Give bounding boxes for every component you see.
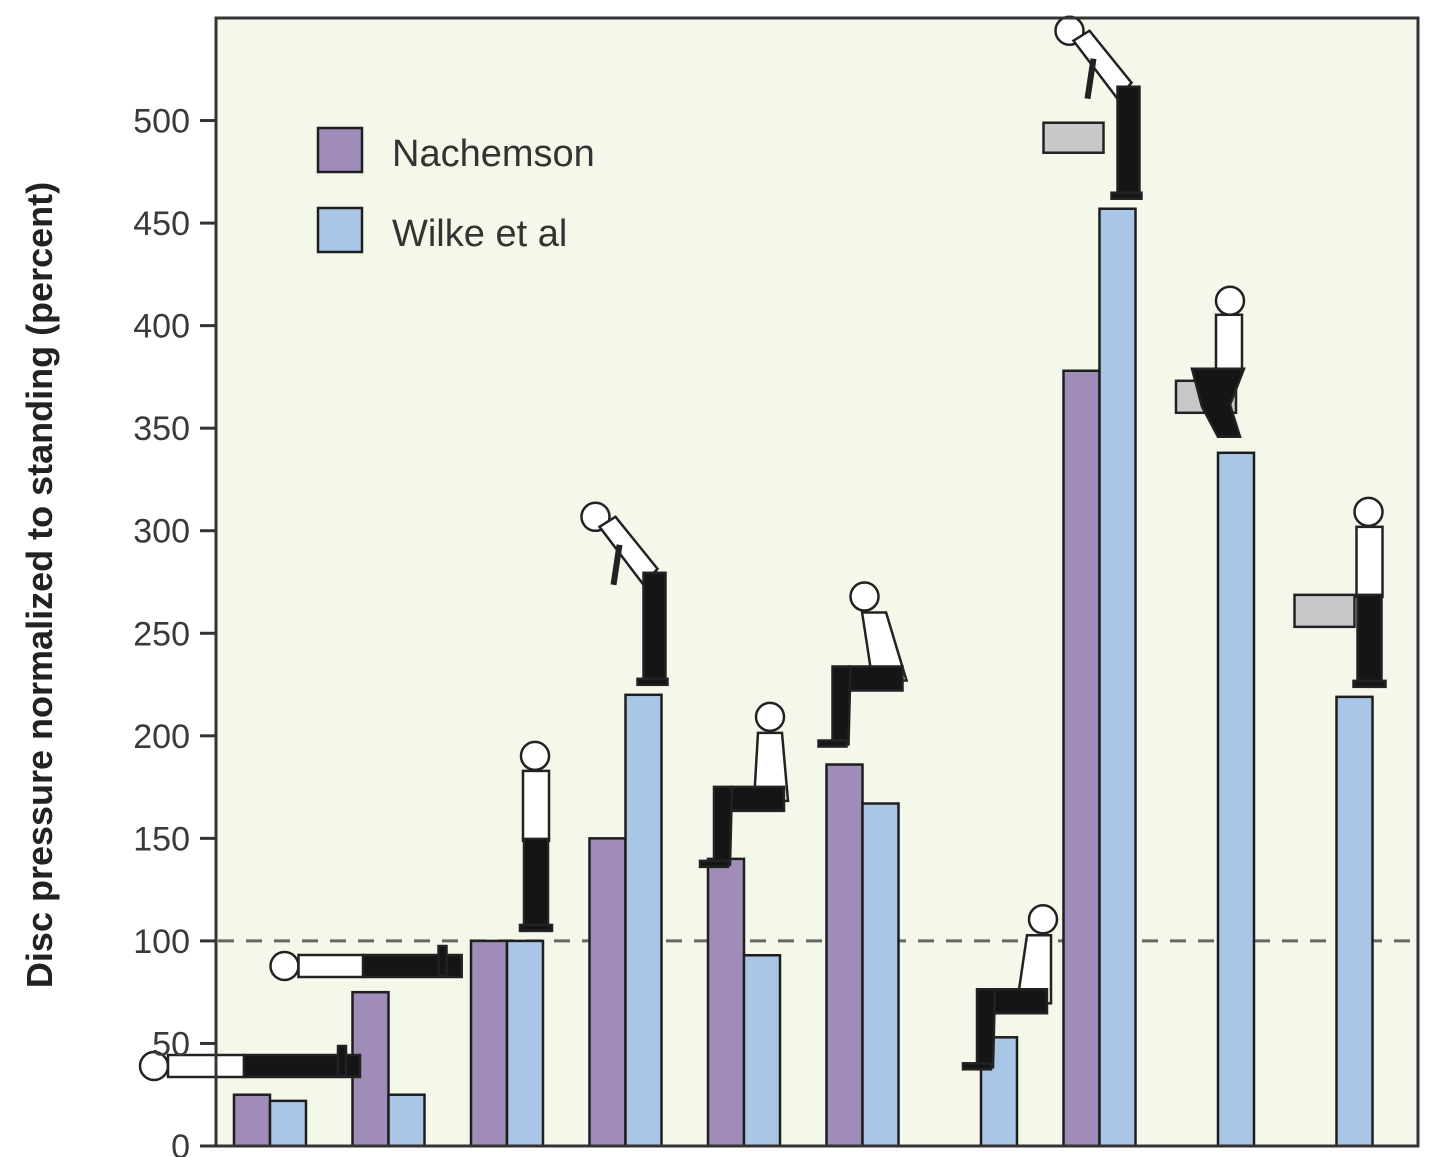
y-tick-label: 50: [152, 1025, 190, 1063]
feet: [698, 859, 730, 869]
bars-layer: [232, 207, 1374, 1148]
posture-icon: [580, 501, 669, 687]
plot-frame: [214, 16, 1420, 1148]
bar-wilke-et-al: [387, 1093, 426, 1148]
y-tick-label: 450: [133, 205, 190, 243]
legs: [522, 837, 550, 931]
posture-icon: [817, 581, 909, 748]
posture-icon: [138, 1044, 362, 1082]
legend-swatch: [316, 206, 364, 254]
feet: [1352, 679, 1387, 689]
head: [754, 701, 786, 733]
feet: [817, 739, 848, 748]
torso: [1355, 525, 1384, 599]
posture-icons-layer: [138, 15, 1387, 1082]
head: [1214, 285, 1246, 317]
bar-group: [1216, 451, 1256, 1148]
posture-icon: [1293, 496, 1387, 689]
y-axis-title: Disc pressure normalized to standing (pe…: [19, 182, 60, 988]
bar-nachemson: [232, 1093, 272, 1148]
feet: [437, 944, 448, 978]
bar-group: [232, 1093, 308, 1148]
feet: [336, 1044, 348, 1078]
bar-group: [469, 939, 545, 1148]
box: [1042, 121, 1105, 154]
y-tick-label: 300: [133, 513, 190, 551]
bar-nachemson: [469, 939, 509, 1148]
bar-wilke-et-al: [1335, 695, 1374, 1148]
legend: Nachemson Wilke et al: [316, 126, 595, 255]
torso: [1071, 29, 1134, 101]
torso: [752, 731, 790, 803]
legs: [242, 1053, 362, 1079]
bar-wilke-et-al: [268, 1099, 308, 1148]
bar-nachemson: [706, 857, 746, 1148]
posture-icon: [698, 701, 790, 869]
torso: [597, 515, 660, 587]
y-tick-label: 100: [133, 923, 190, 961]
bar-nachemson: [825, 763, 864, 1148]
y-tick-label: 250: [133, 615, 190, 653]
feet: [636, 677, 669, 687]
bar-group: [1335, 695, 1374, 1148]
bar-wilke-et-al: [1098, 207, 1137, 1148]
bar-group: [825, 763, 900, 1148]
head: [519, 740, 551, 772]
torso: [860, 611, 909, 682]
bar-group: [1062, 207, 1137, 1148]
posture-icon: [518, 740, 554, 933]
y-tick-label: 0: [171, 1128, 190, 1157]
legend-label: Nachemson: [392, 133, 595, 175]
head: [1027, 904, 1059, 935]
y-tick-label: 150: [133, 820, 190, 858]
thighs: [728, 785, 786, 813]
posture-icon: [961, 904, 1059, 1071]
feet: [961, 1062, 993, 1071]
torso: [521, 769, 551, 843]
y-axis: 0 50 100 150 200 250 300 350 400 450 500: [133, 103, 216, 1157]
torso: [1015, 934, 1053, 1005]
bar-nachemson: [1062, 369, 1101, 1148]
shins: [712, 785, 734, 867]
box: [1293, 593, 1356, 629]
thighs: [991, 988, 1049, 1015]
bar-group: [588, 693, 663, 1148]
legs: [361, 953, 463, 979]
legs: [1356, 593, 1383, 687]
bar-wilke-et-al: [1216, 451, 1256, 1148]
feet: [518, 923, 554, 933]
head: [1353, 496, 1384, 528]
head: [849, 581, 880, 612]
legend-label: Wilke et al: [392, 213, 567, 255]
posture-icon: [269, 944, 463, 982]
arm: [610, 544, 623, 586]
torso: [297, 953, 365, 979]
y-tick-label: 200: [133, 718, 190, 756]
legs: [1116, 85, 1141, 198]
legs: [1190, 367, 1246, 439]
y-tick-label: 500: [133, 103, 190, 141]
arm: [1084, 58, 1097, 100]
torso: [1214, 313, 1244, 373]
bar-wilke-et-al: [624, 693, 663, 1148]
posture-icon: [1042, 15, 1143, 200]
legend-swatch: [316, 126, 364, 174]
legs: [642, 571, 667, 685]
bar-nachemson: [588, 837, 627, 1148]
y-tick-label: 400: [133, 308, 190, 346]
feet: [1110, 191, 1143, 200]
head: [269, 950, 300, 982]
thighs: [847, 665, 904, 692]
bar-wilke-et-al: [505, 939, 545, 1148]
bar-wilke-et-al: [742, 954, 782, 1148]
bar-wilke-et-al: [861, 802, 900, 1148]
shins: [831, 665, 852, 746]
shins: [975, 988, 997, 1069]
posture-icon: [1174, 285, 1246, 439]
y-tick-label: 350: [133, 410, 190, 448]
